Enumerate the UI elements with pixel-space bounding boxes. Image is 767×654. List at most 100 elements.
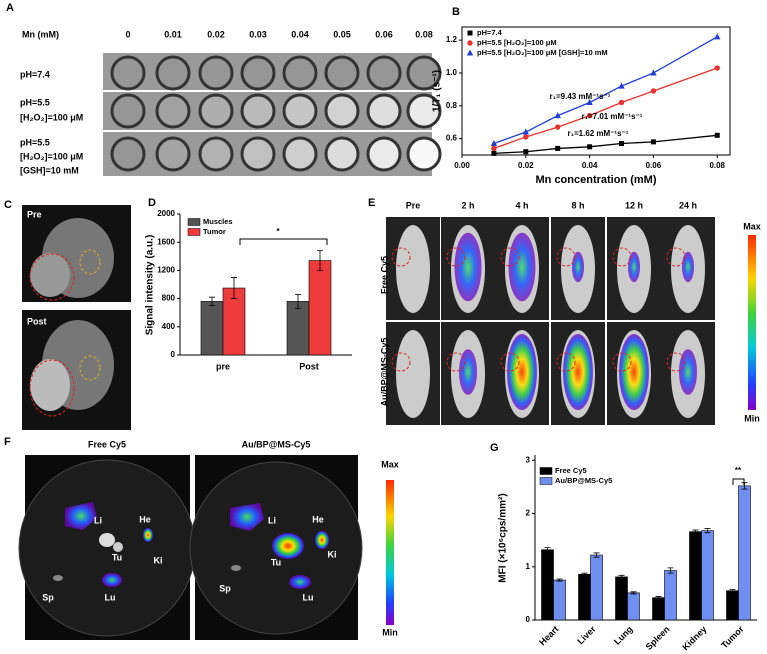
legend-swatch [187,218,201,226]
bar [578,573,591,621]
column-label: 2 h [461,200,474,210]
phantom [366,93,402,129]
x-tick-label: Lung [612,624,635,647]
image-label: Free Cy5 [88,439,126,449]
y-tick-label: 2 [526,509,531,518]
y-tick-label: 1600 [157,237,175,246]
phantom [240,136,276,172]
bar [615,576,628,621]
phantom [155,55,191,91]
point [555,145,561,151]
organs [53,502,329,589]
error-bar [295,293,301,309]
error-bar [692,529,699,534]
signal [508,232,536,302]
organ-label: He [312,514,324,524]
y-axis-label: Signal intensity (a.u.) [145,235,156,336]
column-label: 12 h [625,200,643,210]
legend-swatch [539,467,553,475]
point [619,141,625,147]
y-tick-label: 0 [526,615,531,624]
phantom [198,136,234,172]
tumor-outline [391,352,411,372]
y-tick-label: 0.6 [446,134,458,143]
phantom [110,136,146,172]
bar [553,579,566,621]
error-bar [556,578,563,582]
legend-marker [466,49,474,56]
point [618,82,625,89]
row-label: [H₂O₂]=100 μM [20,112,83,122]
muscle-outline [79,249,101,275]
x-axis-label: Mn concentration (mM) [536,174,657,186]
y-tick-label: 2000 [157,209,175,218]
y-tick-label: 1.0 [446,68,458,77]
signal [682,251,694,283]
bar [200,301,224,356]
error-bar [544,547,551,553]
x-tick-label: 0.06 [646,161,662,170]
error-bar [630,591,637,595]
x-tick-label: Heart [537,624,560,647]
organ-label: Sp [42,592,54,602]
tumor-outline [446,352,466,372]
bar [652,597,665,621]
signal [628,251,640,283]
x-tick-label: Spleen [644,624,672,652]
point [714,33,721,40]
panel-label: D [148,197,156,209]
y-tick-label: 0 [171,350,176,359]
x-tick-label: 0.02 [518,161,534,170]
y-tick-label: 0.8 [446,101,458,110]
point [587,144,593,150]
column-label: 4 h [515,200,528,210]
scale-label: Max [743,221,761,231]
organ [102,573,122,587]
row-label: pH=5.5 [20,137,50,147]
legend-label: Free Cy5 [555,466,587,475]
phantom [406,93,442,129]
organ [65,502,97,530]
row-label: [H₂O₂]=100 μM [20,151,83,161]
x-tick-label: pre [216,361,230,371]
tumor-outline [666,352,686,372]
organ [99,533,115,547]
axes [534,455,757,621]
organ-label: Ki [154,555,163,565]
scale-label: Max [381,459,399,469]
organ-label: Li [94,515,102,525]
signal [507,334,537,410]
signal [572,251,584,283]
plot-frame [461,26,731,156]
legend-label: Tumor [203,227,226,236]
x-tick-label: Kidney [680,624,708,652]
mouse [396,330,430,418]
x-tick-label: Liver [575,624,598,647]
annotation: ** [735,466,742,475]
point [650,88,657,94]
point [650,69,657,76]
point [714,65,720,71]
organ-label: He [139,514,151,524]
row-label: Au/BP@MS-Cy5 [379,338,389,407]
colorbar [386,480,394,625]
column-label: 8 h [571,200,584,210]
organ-label: Sp [219,583,231,593]
organ-label: Lu [105,592,116,602]
colorbar [748,235,756,410]
x-tick-label: Tumor [719,624,746,651]
signal [563,334,593,410]
error-bar [618,574,625,579]
tumor-outline [666,247,686,267]
tumor-outline [612,247,632,267]
y-axis-label: MFI (×10⁶cps/mm²) [498,493,509,582]
phantom [198,93,234,129]
legend-label: Au/BP@MS-Cy5 [555,476,612,485]
x-tick-label: 0.08 [709,161,725,170]
bar [541,549,554,621]
panel-label: G [490,442,499,454]
phantom-grid [110,55,442,172]
x-tick-label: Post [299,361,319,371]
error-bar [655,596,662,600]
error-bar [581,572,588,576]
